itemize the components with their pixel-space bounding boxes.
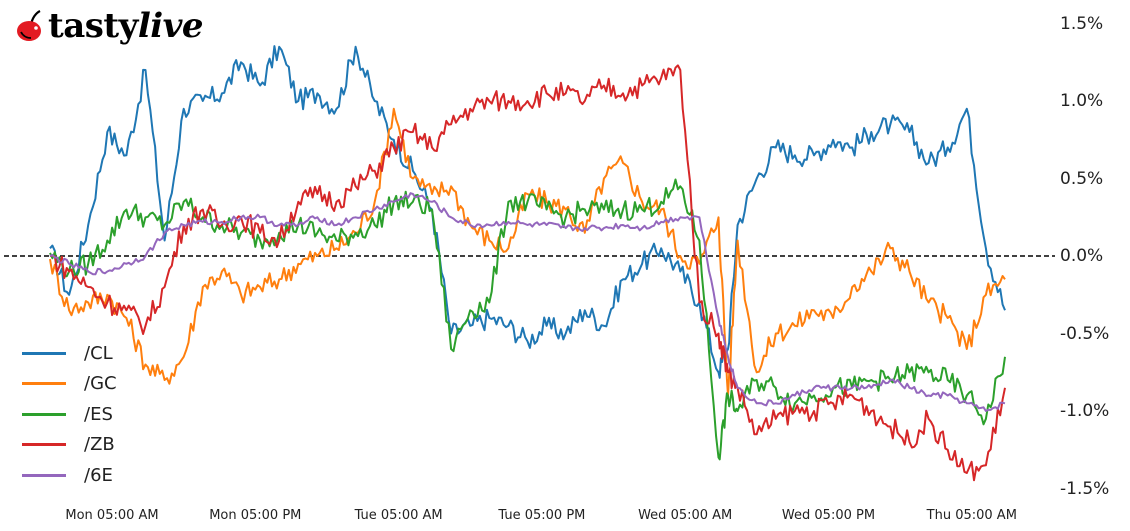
legend-label: /GC — [84, 373, 117, 395]
y-tick-label: -0.5% — [1060, 323, 1110, 344]
logo-text-tasty: tasty — [48, 6, 138, 46]
series-lines — [49, 45, 1006, 482]
tastylive-logo: tastylive — [14, 4, 204, 48]
series-line-cl — [49, 45, 1006, 379]
legend-item-6e: /6E — [22, 460, 117, 491]
series-line-6e — [49, 192, 1006, 412]
x-tick-label: Tue 05:00 AM — [354, 508, 443, 523]
logo-text-live: live — [137, 6, 204, 46]
legend-label: /CL — [84, 342, 113, 364]
y-tick-label: 1.5% — [1060, 13, 1104, 34]
legend-item-gc: /GC — [22, 369, 117, 400]
legend-swatch — [22, 412, 66, 416]
y-tick-label: 0.0% — [1060, 246, 1104, 266]
legend-item-es: /ES — [22, 399, 117, 430]
logo-wordmark: tastylive — [48, 6, 204, 46]
legend-swatch — [22, 443, 66, 447]
legend-swatch — [22, 351, 66, 355]
legend-label: /ES — [84, 403, 113, 425]
series-line-gc — [49, 107, 1006, 397]
x-tick-label: Wed 05:00 AM — [638, 508, 733, 523]
x-tick-label: Mon 05:00 AM — [65, 508, 159, 523]
legend-swatch — [22, 382, 66, 386]
series-line-zb — [49, 64, 1006, 482]
y-tick-label: 0.5% — [1060, 168, 1104, 189]
series-line-es — [49, 178, 1006, 461]
cherry-icon — [17, 10, 41, 41]
y-tick-label: -1.0% — [1060, 401, 1110, 421]
x-tick-label: Thu 05:00 AM — [926, 508, 1017, 523]
legend-label: /ZB — [84, 434, 115, 456]
x-tick-label: Wed 05:00 PM — [781, 508, 876, 523]
legend-item-cl: /CL — [22, 338, 117, 369]
y-tick-label: 1.0% — [1060, 91, 1104, 111]
x-tick-label: Mon 05:00 PM — [209, 508, 302, 523]
x-tick-label: Tue 05:00 PM — [498, 508, 586, 523]
legend-label: /6E — [84, 464, 113, 486]
legend-item-zb: /ZB — [22, 430, 117, 461]
chart-legend: /CL/GC/ES/ZB/6E — [22, 338, 117, 491]
legend-swatch — [22, 473, 66, 477]
y-tick-label: -1.5% — [1060, 478, 1110, 499]
